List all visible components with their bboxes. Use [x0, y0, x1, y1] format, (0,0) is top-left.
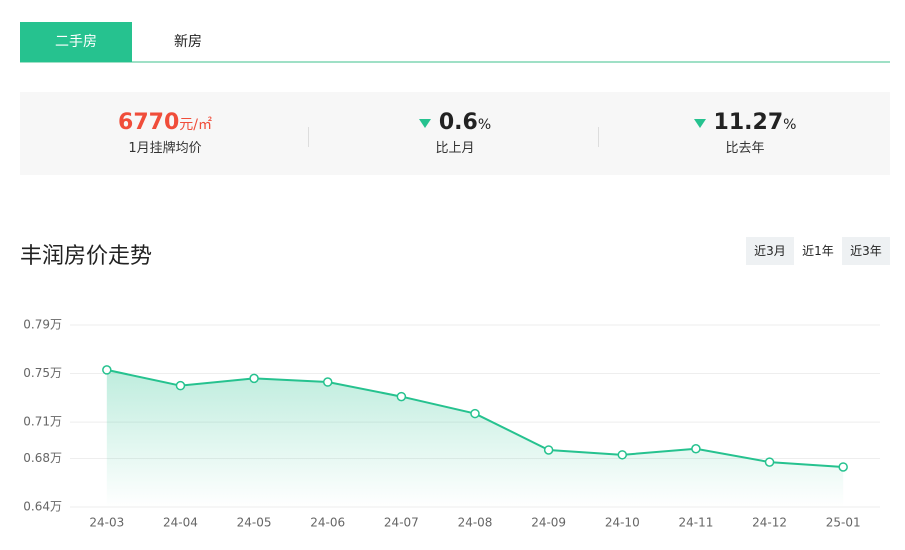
- point: [691, 444, 701, 454]
- point: [102, 365, 112, 375]
- stat-label: 比去年: [725, 141, 765, 156]
- x-tick-label: 24-06: [310, 516, 345, 530]
- x-tick-label: 24-09: [531, 516, 566, 530]
- point: [764, 457, 775, 467]
- point: [175, 380, 186, 391]
- x-tick-label: 24-12: [752, 516, 787, 530]
- x-tick-label: 24-07: [384, 516, 419, 530]
- point: [838, 462, 848, 472]
- chart: 0.64万 0.68万 0.71万 0.75万 0.79万 24-03 24-04 24-05…: [23, 318, 880, 530]
- y-tick-label: 0.75万: [23, 366, 62, 380]
- y-tick-label: 0.64万: [23, 500, 62, 514]
- stat-label: 比上月: [435, 141, 475, 156]
- stat: 11.27% 比去年: [600, 92, 890, 175]
- down-icon: [418, 118, 431, 128]
- stat-value: 0.6: [438, 110, 478, 135]
- point: [396, 391, 407, 402]
- stat-unit: %: [477, 117, 492, 133]
- point: [470, 408, 480, 419]
- tab[interactable]: 新房: [174, 34, 202, 50]
- stats-panel: [20, 92, 890, 175]
- y-tick-label: 0.71万: [23, 415, 62, 429]
- x-tick-label: 24-10: [605, 516, 640, 530]
- range-button[interactable]: 近3年: [842, 237, 890, 265]
- divider: [308, 127, 309, 147]
- stat-unit: 元/㎡: [179, 117, 212, 133]
- point: [543, 445, 554, 455]
- point: [249, 373, 259, 384]
- section-title: 丰润房价走势: [20, 244, 153, 269]
- stat-unit: %: [783, 117, 797, 133]
- x-tick-label: 24-05: [237, 516, 272, 530]
- stat-value: 11.27: [713, 110, 784, 135]
- x-tick-label: 24-11: [678, 516, 713, 530]
- stat: 0.6% 比上月: [310, 92, 600, 175]
- divider: [598, 127, 599, 147]
- down-icon: [693, 118, 706, 128]
- stat-label: 1月挂牌均价: [128, 141, 202, 156]
- point: [322, 377, 333, 387]
- y-tick-label: 0.68万: [23, 451, 62, 465]
- tab-underline: [20, 61, 890, 63]
- x-tick-label: 24-08: [458, 516, 493, 530]
- area: [106, 369, 844, 507]
- x-tick-label: 24-04: [163, 516, 198, 530]
- y-tick-label: 0.79万: [23, 318, 62, 332]
- point: [617, 450, 628, 460]
- stat: 6770元/㎡ 1月挂牌均价: [20, 92, 310, 175]
- x-tick-label: 25-01: [826, 516, 861, 530]
- tab[interactable]: 二手房: [20, 22, 132, 62]
- range-button[interactable]: 近1年: [794, 237, 842, 265]
- stat-value: 6770: [118, 110, 180, 135]
- x-tick-label: 24-03: [89, 516, 124, 530]
- range-button[interactable]: 近3月: [746, 237, 794, 265]
